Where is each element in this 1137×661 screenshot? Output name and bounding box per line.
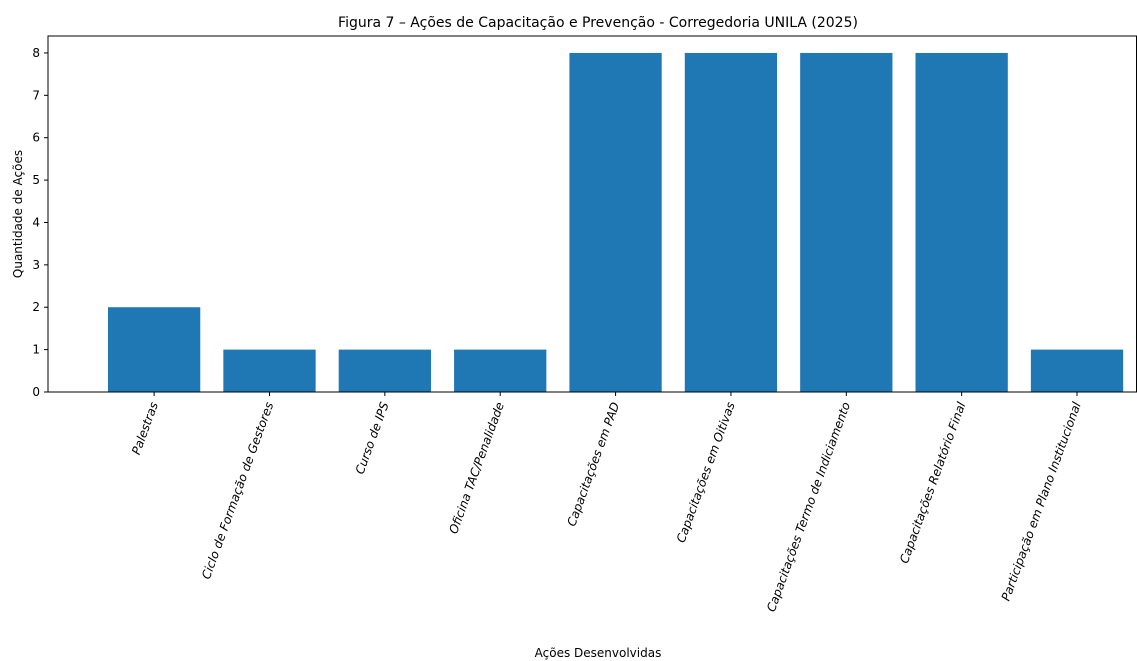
y-tick-label: 3	[32, 258, 40, 272]
x-tick-label: Capacitações em PAD	[564, 400, 622, 528]
y-axis-ticks: 0 1 2 3 4 5 6 7 8	[32, 46, 48, 399]
x-axis-ticks: Palestras Ciclo de Formação de Gestores Cu…	[129, 392, 1084, 614]
y-tick-label: 2	[32, 300, 40, 314]
y-tick-label: 5	[32, 173, 40, 187]
x-axis-title: Ações Desenvolvidas	[535, 646, 662, 660]
bar-2	[223, 349, 316, 392]
y-tick-label: 1	[32, 343, 40, 357]
y-axis-title: Quantidade de Ações	[11, 150, 25, 278]
x-tick-label: Ciclo de Formação de Gestores	[199, 400, 276, 581]
bar-5	[569, 52, 662, 392]
x-tick-label: Capacitações Termo de Indiciamento	[764, 400, 853, 613]
x-tick-label: Capacitações em Oitivas	[674, 400, 738, 544]
y-tick-label: 8	[32, 46, 40, 60]
bar-1	[107, 307, 201, 392]
bars-group	[107, 52, 1124, 392]
y-tick-label: 7	[32, 88, 40, 102]
x-tick-label: Curso de IPS	[353, 400, 392, 476]
y-tick-label: 4	[32, 215, 40, 229]
bar-3	[338, 349, 431, 392]
x-tick-label: Participação em Plano Institucional	[999, 400, 1084, 603]
chart-title: Figura 7 – Ações de Capacitação e Preven…	[338, 15, 858, 31]
bar-4	[454, 349, 547, 392]
x-tick-label: Oficina TAC/Penalidade	[446, 400, 507, 535]
bar-6	[684, 52, 778, 392]
x-tick-label: Capacitações Relatório Final	[897, 400, 969, 566]
bar-8	[915, 52, 1008, 392]
y-tick-label: 6	[32, 131, 40, 145]
bar-7	[800, 52, 893, 392]
x-tick-label: Palestras	[129, 400, 161, 456]
bar-9	[1030, 349, 1124, 392]
y-tick-label: 0	[32, 385, 40, 399]
